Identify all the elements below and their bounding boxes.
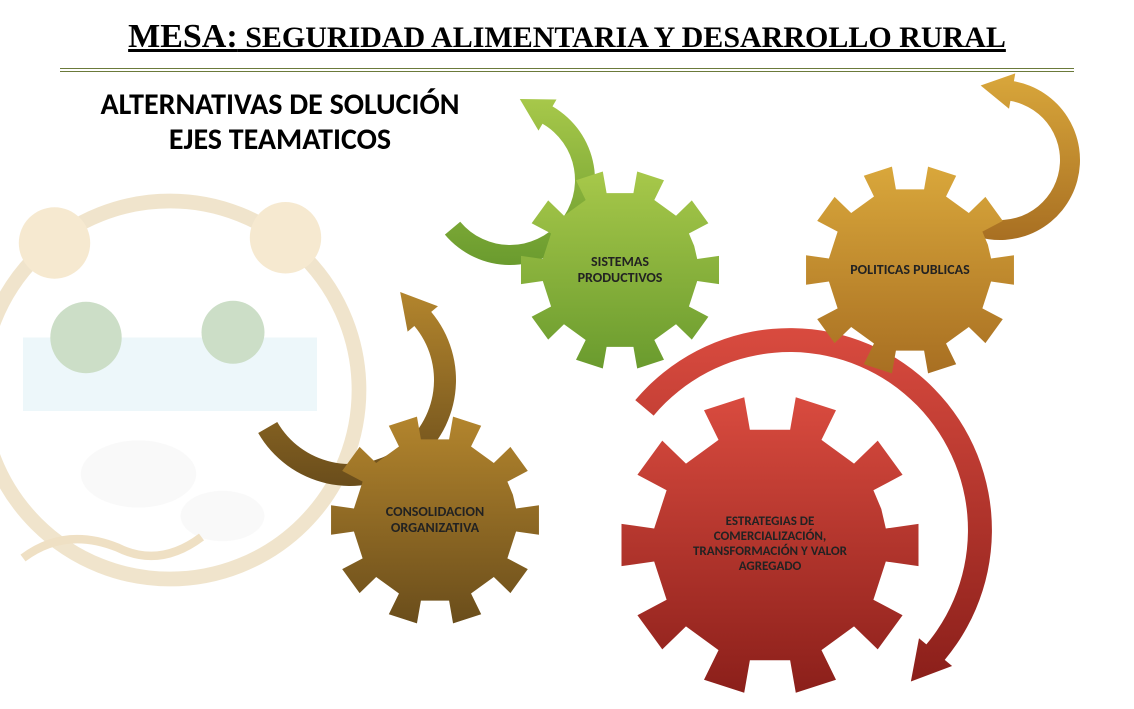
gear-label-politicas: POLITICAS PUBLICAS [830, 262, 990, 278]
subheader-line1: ALTERNATIVAS DE SOLUCIÓN [90, 88, 470, 123]
gear-label-consolidacion: CONSOLIDACIONORGANIZATIVA [355, 504, 515, 536]
subheader: ALTERNATIVAS DE SOLUCIÓN EJES TEAMATICOS [90, 88, 470, 157]
title-rest: SEGURIDAD ALIMENTARIA Y DESARROLLO RURAL [238, 21, 1006, 54]
subheader-line2: EJES TEAMATICOS [90, 123, 470, 158]
arrow-arrow4 [635, 328, 992, 681]
gear-icon [615, 390, 925, 700]
gear-icon [515, 165, 725, 375]
title-prefix: MESA: [128, 18, 238, 55]
arrow-arrow2 [973, 73, 1080, 240]
double-rule [60, 68, 1074, 72]
page-title: MESA: SEGURIDAD ALIMENTARIA Y DESARROLLO… [128, 21, 1006, 54]
gear-label-estrategias: ESTRATEGIAS DECOMERCIALIZACIÓN,TRANSFORM… [690, 515, 850, 575]
gear-icon [325, 410, 545, 630]
gear-sistemas: SISTEMASPRODUCTIVOS [515, 165, 725, 375]
header: MESA: SEGURIDAD ALIMENTARIA Y DESARROLLO… [0, 0, 1134, 64]
gear-consolidacion: CONSOLIDACIONORGANIZATIVA [325, 410, 545, 630]
gear-politicas: POLITICAS PUBLICAS [800, 160, 1020, 380]
watermark-illustration [0, 180, 380, 600]
gear-icon [800, 160, 1020, 380]
gear-label-sistemas: SISTEMASPRODUCTIVOS [540, 254, 700, 286]
arrow-arrow3 [258, 292, 456, 486]
gear-estrategias: ESTRATEGIAS DECOMERCIALIZACIÓN,TRANSFORM… [615, 390, 925, 700]
